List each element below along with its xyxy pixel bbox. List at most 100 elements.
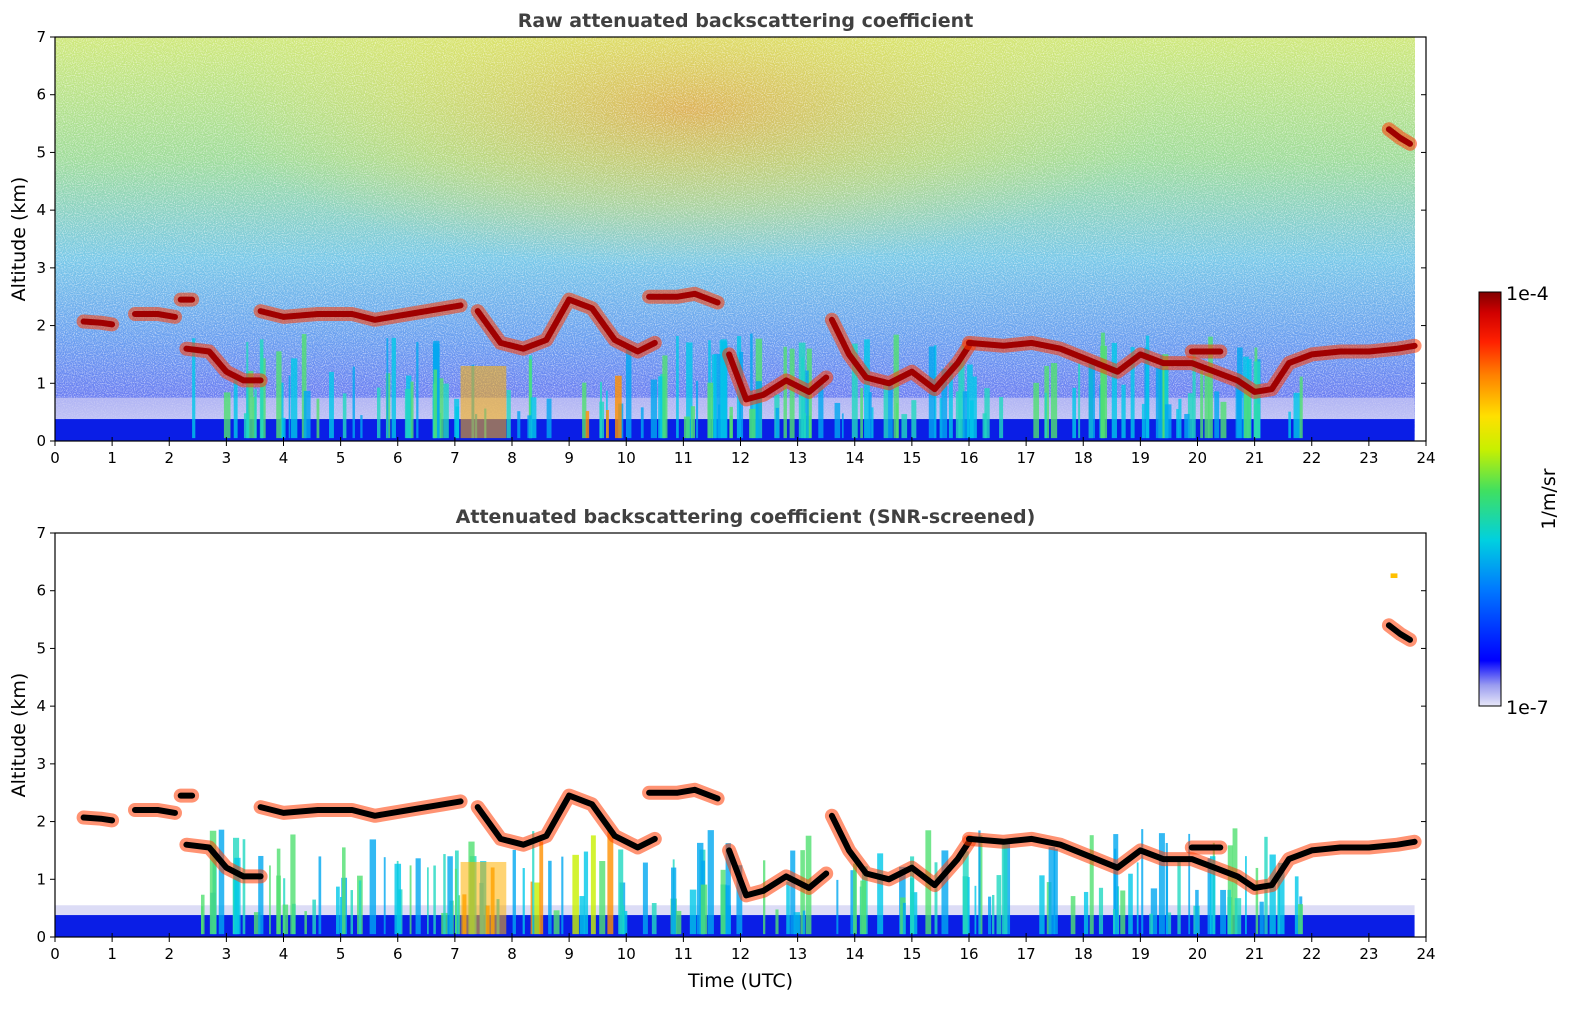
x-tick-label: 15 <box>902 945 921 963</box>
streak <box>512 849 516 935</box>
streak <box>1188 833 1191 935</box>
streak <box>697 842 704 935</box>
streak <box>1255 867 1259 935</box>
streak <box>1166 912 1172 935</box>
x-tick-label: 19 <box>1131 449 1150 467</box>
streak <box>1070 896 1076 935</box>
streak <box>312 899 316 935</box>
streak <box>522 868 525 935</box>
x-tick-label: 18 <box>1074 945 1093 963</box>
x-tick-label: 11 <box>674 945 693 963</box>
streak <box>1113 834 1119 935</box>
streak <box>860 880 867 935</box>
streak <box>686 342 693 439</box>
streak <box>218 829 225 935</box>
streak <box>530 397 537 439</box>
cloud-layer <box>966 339 1418 395</box>
streak <box>329 371 334 439</box>
streak <box>1089 835 1094 935</box>
streak <box>720 869 726 935</box>
streak <box>443 854 446 935</box>
streak <box>622 910 628 935</box>
streak <box>868 392 872 439</box>
streak <box>790 850 796 935</box>
streak <box>291 358 298 439</box>
cloud-layer <box>828 812 972 889</box>
x-tick-label: 24 <box>1416 945 1435 963</box>
x-tick-label: 1 <box>107 945 117 963</box>
streak <box>606 410 609 439</box>
x-tick-label: 9 <box>564 449 574 467</box>
streak <box>625 347 632 439</box>
cloud-layer <box>726 351 830 403</box>
streak <box>1136 862 1139 935</box>
x-tick-label: 12 <box>731 945 750 963</box>
x-tick-label: 10 <box>617 945 636 963</box>
streak <box>707 382 714 439</box>
streak <box>1253 361 1261 439</box>
streak <box>1121 384 1126 439</box>
streak <box>269 865 271 935</box>
cloud-layer <box>80 318 116 328</box>
streak <box>192 338 196 439</box>
streak <box>901 414 908 439</box>
streak <box>755 381 762 439</box>
y-tick-label: 5 <box>36 639 46 657</box>
streak <box>433 369 438 439</box>
streak <box>1192 351 1196 439</box>
streak <box>282 904 289 935</box>
streak <box>860 388 863 439</box>
streak <box>1259 901 1264 935</box>
streak <box>360 415 363 439</box>
streak <box>1100 332 1105 439</box>
streak <box>1214 391 1220 439</box>
streak <box>1149 913 1153 935</box>
streak <box>1164 404 1172 439</box>
streak <box>339 896 342 935</box>
x-tick-label: 17 <box>1017 945 1036 963</box>
streak <box>455 406 460 439</box>
streak <box>1053 848 1058 935</box>
panel-raw: 0 1 2 3 4 5 6 7 8 9 10 11 12 13 14 15 16 17 18 19 20 21 22 23 24… <box>8 10 1436 467</box>
x-tick-label: 20 <box>1188 449 1207 467</box>
streak <box>992 894 995 935</box>
streak <box>696 380 699 439</box>
y-tick-label: 2 <box>36 317 46 335</box>
x-tick-label: 16 <box>959 945 978 963</box>
streak <box>1141 829 1144 935</box>
y-tick-label: 4 <box>36 201 46 219</box>
streak <box>1178 398 1182 439</box>
streak <box>718 404 721 439</box>
streak <box>883 380 889 439</box>
streak <box>553 910 560 935</box>
x-tick-label: 1 <box>107 449 117 467</box>
streak <box>1234 898 1242 935</box>
streak <box>599 401 605 439</box>
streak <box>443 383 449 439</box>
streak <box>1299 376 1303 439</box>
x-tick-label: 8 <box>507 945 517 963</box>
x-tick-label: 0 <box>50 945 60 963</box>
y-tick-label: 3 <box>36 259 46 277</box>
streak <box>209 830 217 935</box>
streak <box>517 411 521 439</box>
streak <box>902 902 906 935</box>
colorbar-max-label: 1e-4 <box>1506 283 1549 305</box>
cloud-layer <box>132 807 178 816</box>
streak <box>223 392 231 439</box>
x-tick-label: 23 <box>1359 449 1378 467</box>
streak <box>1293 392 1301 439</box>
y-tick-label: 3 <box>36 755 46 773</box>
streak <box>281 382 284 439</box>
dense-streak-band <box>460 365 507 439</box>
streak <box>1141 403 1145 439</box>
colorbar-min-label: 1e-7 <box>1506 697 1549 719</box>
y-axis-label: Altitude (km) <box>8 673 30 798</box>
x-tick-label: 11 <box>674 449 693 467</box>
streak <box>900 897 906 935</box>
x-tick-label: 14 <box>845 449 864 467</box>
streak <box>1072 387 1077 439</box>
chart-title: Attenuated backscattering coefficient (S… <box>456 506 1036 528</box>
streak <box>887 384 893 439</box>
streak <box>984 388 990 439</box>
